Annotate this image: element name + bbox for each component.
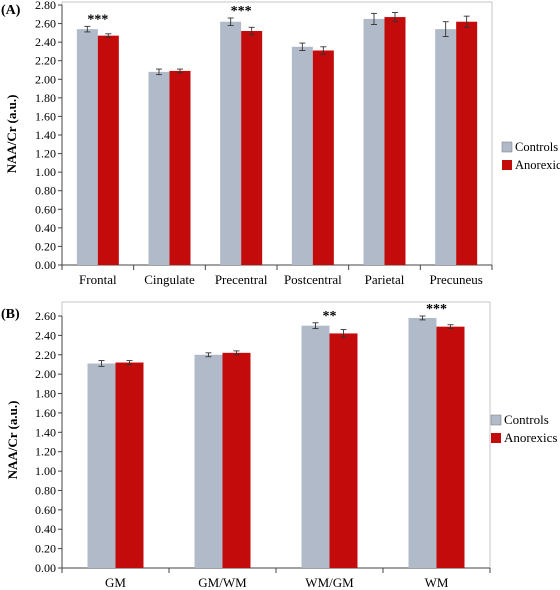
x-tick-label: WM bbox=[425, 575, 449, 590]
bar-controls-frontal bbox=[76, 29, 98, 266]
y-tick-label: 0.80 bbox=[35, 483, 56, 497]
x-tick-label: Postcentral bbox=[284, 272, 342, 287]
bar-controls-wm bbox=[408, 317, 437, 568]
y-tick-label: 1.40 bbox=[35, 425, 56, 439]
y-tick-label: 2.60 bbox=[35, 309, 56, 323]
y-tick-label: 0.00 bbox=[35, 258, 56, 272]
bar-controls-postcentral bbox=[291, 46, 313, 266]
y-tick-label: 2.40 bbox=[35, 328, 56, 342]
bar-controls-parietal bbox=[363, 18, 385, 265]
y-tick-label: 0.60 bbox=[35, 503, 56, 517]
panel-b-error-bars bbox=[98, 315, 454, 367]
bar-controls-precentral bbox=[220, 21, 242, 266]
x-tick-label: Parietal bbox=[365, 272, 405, 287]
panel-b-legend-swatch-anorexics bbox=[491, 433, 501, 443]
panel-a-y-axis-label: NAA/Cr (a.u.) bbox=[4, 95, 19, 174]
panel-a-legend-swatch-controls bbox=[501, 141, 513, 153]
y-tick-label: 2.80 bbox=[35, 0, 56, 12]
y-tick-label: 1.00 bbox=[35, 464, 56, 478]
panel-b: (B) NAA/Cr (a.u.) ** *** GM GM/WM WM/GM WM 0… bbox=[1, 301, 557, 590]
x-tick-label: Precentral bbox=[215, 272, 268, 287]
panel-a-legend-swatch-anorexics bbox=[502, 160, 512, 170]
y-tick-label: 1.00 bbox=[35, 165, 56, 179]
panel-a-label: (A) bbox=[1, 3, 21, 18]
panel-a-bars bbox=[76, 17, 478, 266]
y-tick-label: 2.60 bbox=[35, 17, 56, 31]
y-tick-label: 0.20 bbox=[35, 542, 56, 556]
bar-anorexics-cingulate bbox=[169, 70, 191, 265]
bar-anorexics-precuneus bbox=[456, 21, 478, 266]
panel-b-y-tick-labels: 0.00 0.20 0.40 0.60 0.80 1.00 1.20 1.40 1.60 1.80… bbox=[35, 309, 56, 575]
significance-marker: *** bbox=[426, 302, 447, 317]
y-tick-label: 0.60 bbox=[35, 202, 56, 216]
significance-marker: *** bbox=[87, 12, 108, 27]
panel-b-legend-label-controls: Controls bbox=[504, 412, 549, 427]
bar-controls-cingulate bbox=[148, 71, 170, 265]
y-tick-label: 2.20 bbox=[35, 54, 56, 68]
panel-b-legend-swatch-controls bbox=[490, 414, 502, 426]
panel-b-annotations: ** *** bbox=[323, 302, 448, 324]
y-tick-label: 1.80 bbox=[35, 91, 56, 105]
y-tick-label: 0.40 bbox=[35, 221, 56, 235]
panel-a: (A) NAA/Cr (a.u.) *** *** Frontal Cingulat… bbox=[1, 0, 560, 287]
y-tick-label: 2.20 bbox=[35, 348, 56, 362]
panel-a-legend-label-controls: Controls bbox=[515, 140, 558, 154]
bar-controls-precuneus bbox=[435, 29, 457, 266]
bar-anorexics-precentral bbox=[241, 31, 263, 265]
x-tick-label: WM/GM bbox=[305, 575, 354, 590]
significance-marker: *** bbox=[231, 4, 252, 19]
bar-anorexics-frontal bbox=[97, 35, 119, 266]
y-tick-label: 1.40 bbox=[35, 128, 56, 142]
panel-a-annotations: *** *** bbox=[87, 4, 251, 27]
panel-b-legend-label-anorexics: Anorexics bbox=[504, 430, 557, 445]
y-tick-label: 0.40 bbox=[35, 522, 56, 536]
panel-a-y-tick-labels: 0.00 0.20 0.40 0.60 0.80 1.00 1.20 1.40 1.60 1.80… bbox=[35, 0, 56, 272]
bar-anorexics-gm bbox=[115, 362, 144, 568]
y-tick-label: 0.00 bbox=[35, 561, 56, 575]
panel-b-label: (B) bbox=[1, 307, 20, 322]
significance-marker: ** bbox=[323, 309, 337, 324]
x-tick-label: GM/WM bbox=[198, 575, 247, 590]
bar-controls-gm bbox=[87, 363, 116, 568]
x-tick-label: Precuneus bbox=[429, 272, 482, 287]
y-tick-label: 1.20 bbox=[35, 445, 56, 459]
bar-anorexics-wm bbox=[436, 326, 465, 568]
panel-a-plot-frame bbox=[61, 1, 493, 266]
y-tick-label: 2.00 bbox=[35, 367, 56, 381]
panel-a-x-tick-labels: Frontal Cingulate Precentral Postcentral Par… bbox=[79, 272, 483, 287]
y-tick-label: 2.40 bbox=[35, 35, 56, 49]
bar-controls-gm-wm bbox=[194, 354, 223, 568]
bar-anorexics-wm-gm bbox=[329, 333, 358, 568]
panel-b-x-tick-labels: GM GM/WM WM/GM WM bbox=[105, 575, 449, 590]
panel-a-axes bbox=[58, 4, 493, 270]
panel-b-y-axis-label: NAA/Cr (a.u.) bbox=[5, 401, 20, 480]
y-tick-label: 1.60 bbox=[35, 109, 56, 123]
panel-a-error-bars bbox=[84, 11, 470, 76]
y-tick-label: 1.20 bbox=[35, 147, 56, 161]
y-tick-label: 0.20 bbox=[35, 239, 56, 253]
y-tick-label: 2.00 bbox=[35, 72, 56, 86]
panel-b-legend: Controls Anorexics bbox=[490, 412, 557, 445]
panel-a-legend-label-anorexics: Anorexics bbox=[515, 158, 560, 172]
x-tick-label: Frontal bbox=[79, 272, 117, 287]
y-tick-label: 0.80 bbox=[35, 184, 56, 198]
y-tick-label: 1.60 bbox=[35, 406, 56, 420]
y-tick-label: 1.80 bbox=[35, 387, 56, 401]
panel-b-bars bbox=[87, 317, 465, 568]
x-tick-label: Cingulate bbox=[144, 272, 195, 287]
bar-controls-wm-gm bbox=[301, 325, 330, 568]
bar-anorexics-parietal bbox=[384, 17, 406, 266]
bar-anorexics-gm-wm bbox=[222, 352, 251, 568]
panel-a-legend: Controls Anorexics bbox=[501, 140, 560, 172]
x-tick-label: GM bbox=[105, 575, 126, 590]
bar-anorexics-postcentral bbox=[312, 50, 334, 265]
